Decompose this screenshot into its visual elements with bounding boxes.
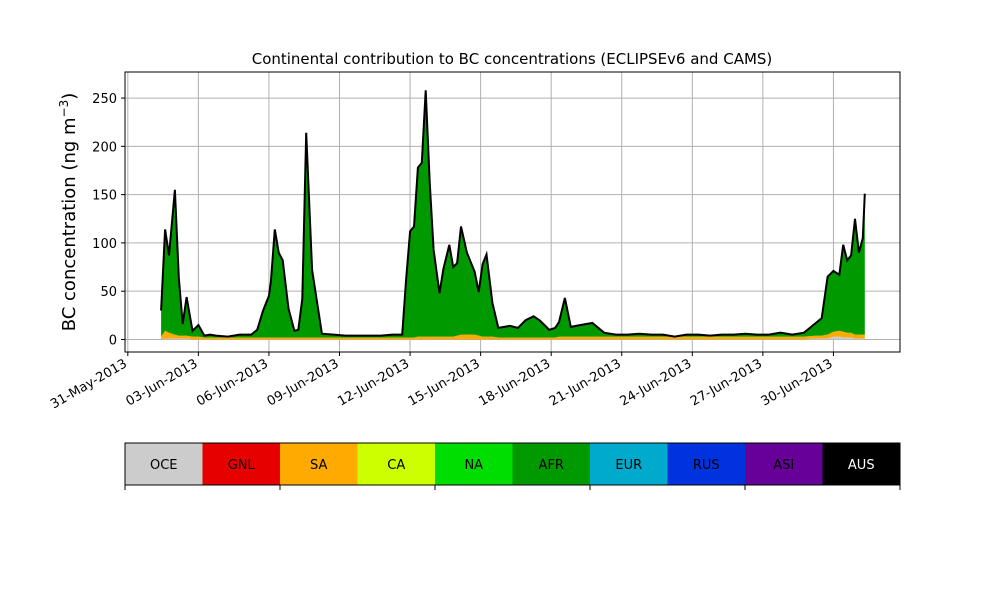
legend-label-rus: RUS [693,458,720,473]
y-tick-label: 150 [92,189,117,204]
x-tick-label: 30-Jun-2013 [759,356,836,409]
legend-label-sa: SA [310,458,327,473]
legend-swatch-na [435,443,513,485]
legend-label-oce: OCE [150,458,178,473]
y-axis-label-superscript: −3 [57,100,71,118]
legend-swatch-aus [822,443,900,485]
legend-swatch-oce [125,443,203,485]
y-tick-label: 250 [92,92,117,107]
x-tick-label: 15-Jun-2013 [406,356,483,409]
legend-swatch-sa [280,443,358,485]
x-tick-label: 03-Jun-2013 [124,356,201,409]
legend-swatch-afr [512,443,590,485]
legend-frame [124,442,901,486]
legend-swatch-asi [745,443,823,485]
legend-swatch-ca [357,443,435,485]
x-tick-label: 24-Jun-2013 [617,356,694,409]
x-tick-label: 18-Jun-2013 [476,356,553,409]
total-line [160,90,866,338]
legend-swatch-gnl [202,443,280,485]
legend-colorbar: OCE GNL SA CA NA AFR EUR RUS ASI AUS [124,442,901,490]
legend-swatch-rus [667,443,745,485]
y-tick-label: 0 [109,333,117,348]
chart-title: Continental contribution to BC concentra… [252,50,773,68]
y-tick-label: 200 [92,140,117,155]
legend-label-aus: AUS [848,458,875,473]
x-tick-label: 21-Jun-2013 [547,356,624,409]
legend-label-eur: EUR [615,458,642,473]
legend-label-ca: CA [387,458,405,473]
x-tick-label: 31-May-2013 [48,356,130,412]
x-tick-label: 27-Jun-2013 [688,356,765,409]
x-tick-label: 06-Jun-2013 [194,356,271,409]
x-tick-label: 12-Jun-2013 [335,356,412,409]
legend-label-gnl: GNL [228,458,256,473]
y-axis-label: BC concentration (ng m−3) [57,93,80,332]
legend-label-na: NA [464,458,483,473]
y-tick-label: 100 [92,237,117,252]
legend-label-asi: ASI [773,458,794,473]
area-sa [161,330,865,340]
legend-label-afr: AFR [539,458,564,473]
y-tick-label: 50 [100,285,117,300]
x-tick-label: 09-Jun-2013 [265,356,342,409]
legend-swatch-eur [590,443,668,485]
axes-frame [124,71,901,353]
y-axis-label-suffix: ) [59,93,80,100]
plot-area: 0 50 100 150 200 250 31-May-201303-Jun-201306-… [48,71,901,412]
